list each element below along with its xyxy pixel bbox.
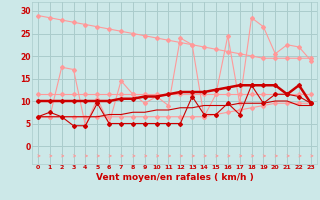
X-axis label: Vent moyen/en rafales ( km/h ): Vent moyen/en rafales ( km/h )	[96, 173, 253, 182]
